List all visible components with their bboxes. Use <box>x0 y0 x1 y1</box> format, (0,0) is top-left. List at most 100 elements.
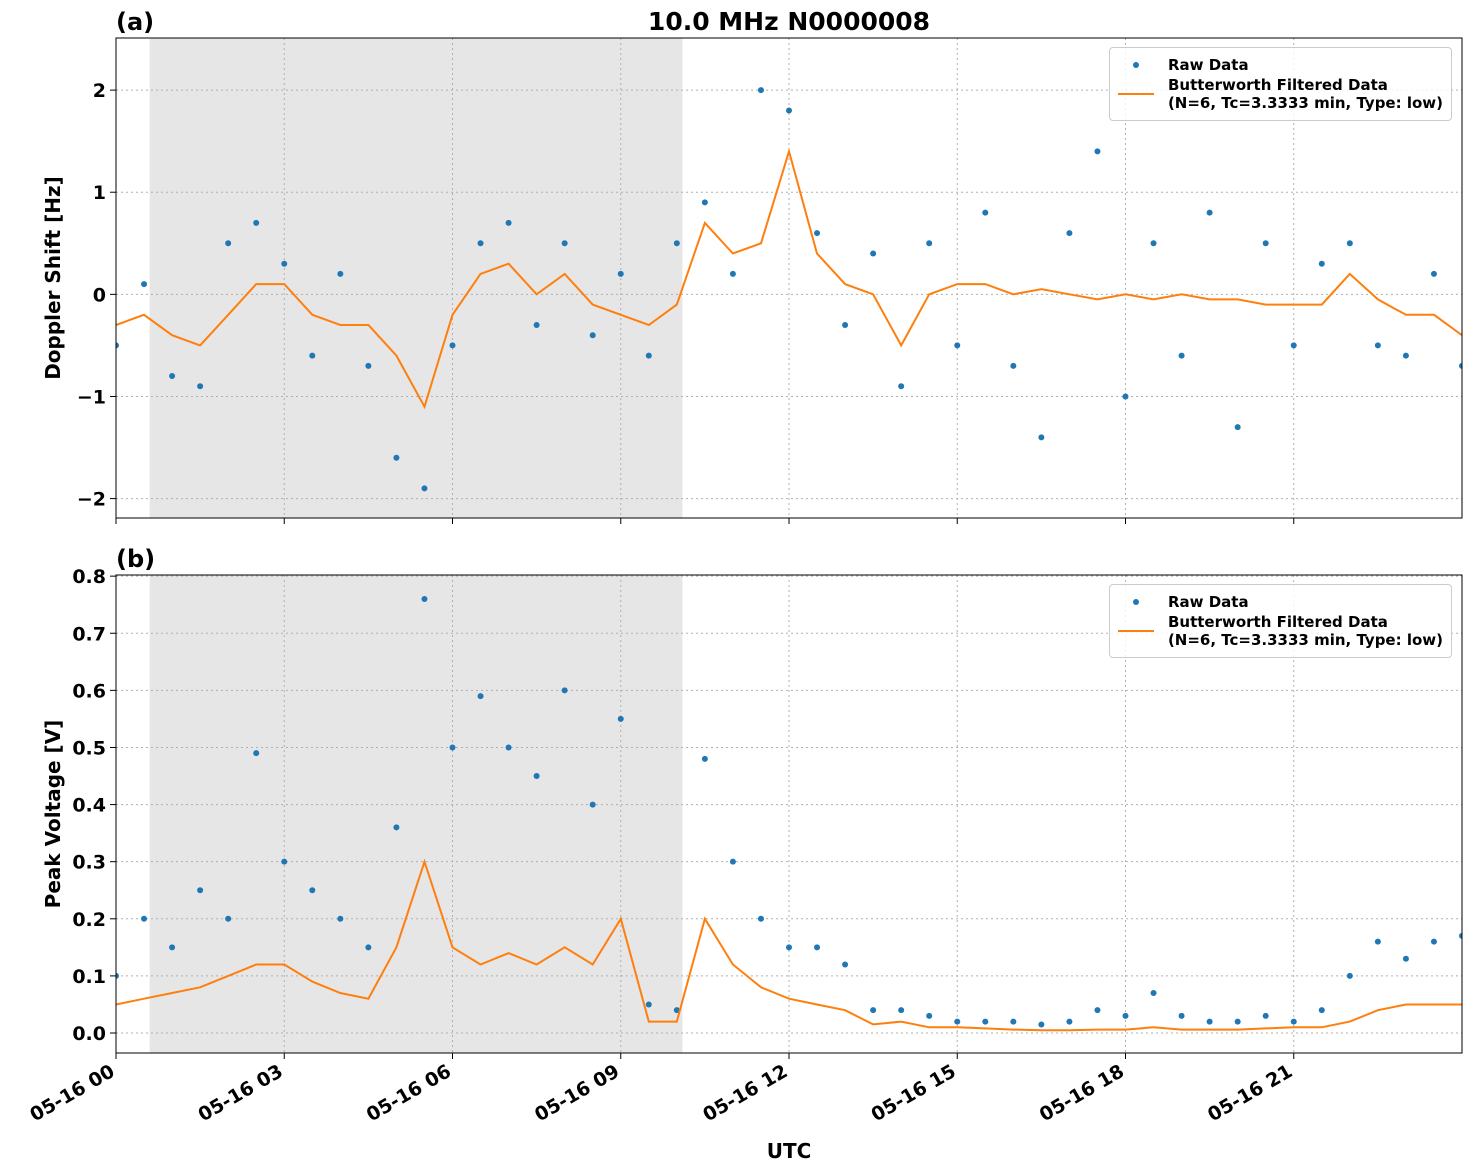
x-tick-label: 05-16 15 <box>867 1060 959 1126</box>
raw-point <box>393 824 400 831</box>
x-tick-label: 05-16 03 <box>194 1060 286 1126</box>
legend-label: Raw Data <box>1167 593 1249 611</box>
raw-point <box>477 693 484 700</box>
filtered-line <box>116 858 1462 1032</box>
raw-point <box>365 362 372 369</box>
raw-point <box>1346 240 1353 247</box>
raw-point <box>645 1001 652 1008</box>
raw-point <box>1094 1007 1101 1014</box>
legend-dot <box>1132 62 1139 68</box>
panel-label: (b) <box>116 545 155 573</box>
raw-point <box>814 944 821 951</box>
y-tick-label: 0.5 <box>72 737 106 759</box>
legend-dot <box>1132 599 1139 605</box>
raw-point <box>870 250 877 257</box>
legend: Raw Data Butterworth Filtered Data (N=6, … <box>1108 584 1452 658</box>
legend-entry: Butterworth Filtered Data (N=6, Tc=3.333… <box>1117 76 1443 112</box>
raw-point <box>116 342 119 349</box>
raw-point <box>926 240 933 247</box>
raw-point <box>1010 362 1017 369</box>
filtered-line <box>116 147 1462 410</box>
y-tick-label: 0.2 <box>72 909 106 931</box>
raw-point <box>1402 955 1409 962</box>
raw-point <box>1234 1018 1241 1025</box>
raw-point <box>393 454 400 461</box>
raw-point <box>561 687 568 694</box>
raw-point <box>1346 972 1353 979</box>
raw-point <box>842 961 849 968</box>
raw-point <box>1430 938 1437 945</box>
raw-point <box>225 240 232 247</box>
raw-point <box>421 485 428 492</box>
y-axis-label: Doppler Shift [Hz] <box>41 176 65 380</box>
raw-point <box>1122 1012 1129 1019</box>
raw-point <box>116 972 119 979</box>
raw-point <box>309 887 316 894</box>
legend-entry: Raw Data <box>1118 56 1443 74</box>
raw-point <box>197 383 204 390</box>
raw-point <box>729 270 736 277</box>
raw-point <box>954 1018 961 1025</box>
raw-point <box>1010 1018 1017 1025</box>
raw-point <box>1150 990 1157 997</box>
chart-title: 10.0 MHz N0000008 <box>648 7 930 36</box>
y-tick-label: 0.4 <box>72 795 106 817</box>
raw-point <box>141 281 148 288</box>
raw-point <box>954 342 961 349</box>
y-tick-label: 1 <box>93 182 106 204</box>
raw-point <box>449 342 456 349</box>
x-tick-label: 05-16 06 <box>363 1060 455 1126</box>
legend-icon <box>1132 62 1139 68</box>
shaded-region <box>149 575 683 1053</box>
y-tick-label: 0.1 <box>72 966 106 988</box>
x-tick-label: 05-16 18 <box>1036 1060 1128 1126</box>
raw-point <box>757 915 764 922</box>
legend-icon <box>1117 630 1154 632</box>
raw-point <box>1038 434 1045 441</box>
raw-point <box>253 750 260 757</box>
raw-point <box>589 801 596 808</box>
raw-point <box>701 199 708 206</box>
raw-point <box>926 1012 933 1019</box>
raw-point <box>1459 362 1462 369</box>
raw-point <box>505 219 512 226</box>
raw-point <box>1122 393 1129 400</box>
panel-label: (a) <box>116 8 154 36</box>
raw-point <box>337 270 344 277</box>
raw-point <box>337 915 344 922</box>
x-tick-label: 05-16 12 <box>699 1060 791 1126</box>
raw-point <box>225 915 232 922</box>
raw-point <box>757 87 764 94</box>
plot-frame <box>115 574 1463 1054</box>
raw-point <box>1150 240 1157 247</box>
raw-point <box>1290 1018 1297 1025</box>
raw-point <box>898 383 905 390</box>
raw-point <box>141 915 148 922</box>
y-tick-label: −2 <box>77 489 106 511</box>
raw-point <box>1402 352 1409 359</box>
y-tick-label: 0.6 <box>72 680 106 702</box>
raw-point <box>673 240 680 247</box>
y-tick-label: 2 <box>93 80 106 102</box>
legend-label: Butterworth Filtered Data (N=6, Tc=3.333… <box>1167 613 1443 649</box>
x-tick-label: 05-16 00 <box>26 1060 118 1126</box>
y-tick-label: −1 <box>77 386 106 408</box>
raw-point <box>1262 1012 1269 1019</box>
raw-point <box>505 744 512 751</box>
raw-point <box>898 1007 905 1014</box>
raw-point <box>365 944 372 951</box>
legend: Raw Data Butterworth Filtered Data (N=6, … <box>1108 47 1452 121</box>
raw-point <box>533 321 540 328</box>
raw-point <box>281 858 288 865</box>
y-tick-label: 0.8 <box>72 566 106 588</box>
shaded-region <box>149 38 683 518</box>
legend-entry: Butterworth Filtered Data (N=6, Tc=3.333… <box>1117 613 1443 649</box>
x-tick-label: 05-16 09 <box>531 1060 623 1126</box>
raw-point <box>1206 209 1213 216</box>
raw-point <box>870 1007 877 1014</box>
raw-point <box>169 373 176 380</box>
raw-point <box>169 944 176 951</box>
legend-entry: Raw Data <box>1118 593 1443 611</box>
y-tick-label: 0 <box>93 284 106 306</box>
